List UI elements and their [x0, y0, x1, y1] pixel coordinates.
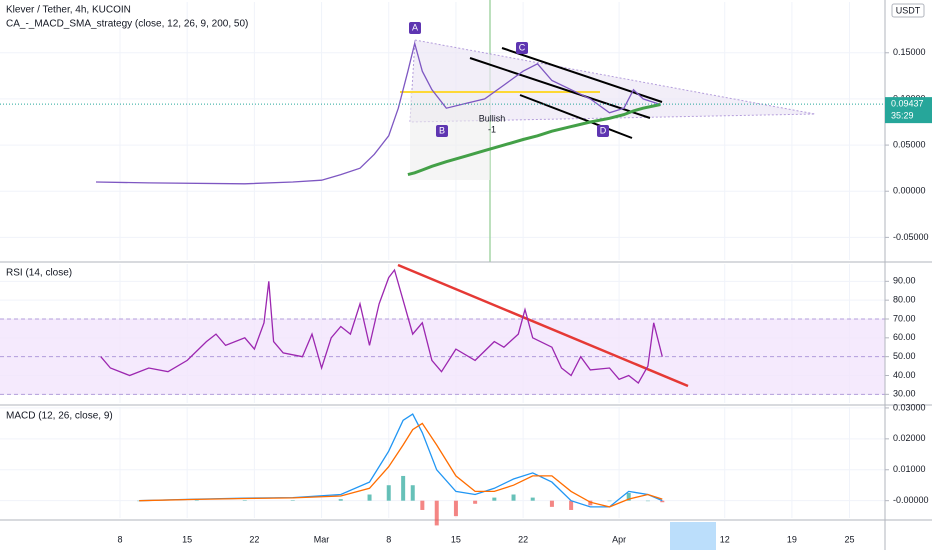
histogram-bar [626, 492, 631, 501]
grid [0, 2, 885, 518]
histogram-bar [660, 500, 665, 503]
histogram-bar [137, 500, 142, 502]
rsi-trendline [397, 263, 689, 388]
series-line [139, 422, 663, 508]
y-tick-label: 80.00 [893, 295, 916, 305]
last-price-box [885, 97, 932, 124]
channel-line [469, 57, 651, 119]
y-tick-label: 0.15000 [893, 47, 926, 57]
x-tick-label: 22 [249, 534, 259, 544]
histogram-bar [607, 500, 612, 502]
y-tick-label: 0.02000 [893, 433, 926, 443]
pattern-point [409, 22, 421, 34]
pattern-point [436, 125, 448, 137]
y-tick-label: 0.05000 [893, 139, 926, 149]
x-tick-label: 25 [844, 534, 854, 544]
unit-label: USDT [896, 5, 921, 15]
histogram-bar [367, 494, 372, 501]
pattern-label: C [519, 42, 526, 52]
series-line [95, 40, 661, 185]
pattern-point [516, 42, 528, 54]
x-tick-label: Mar [314, 534, 330, 544]
x-tick-label: 19 [787, 534, 797, 544]
x-tick-label: 22 [518, 534, 528, 544]
histogram-bar [338, 499, 343, 501]
pattern-label: A [412, 22, 418, 32]
y-tick-label: 70.00 [893, 313, 916, 323]
histogram-bar [645, 500, 650, 502]
histogram-bar [386, 485, 391, 501]
x-tick-label: 8 [117, 534, 122, 544]
y-tick-label: 0.00000 [893, 186, 926, 196]
histogram-bar [473, 500, 478, 504]
x-tick-label: Apr [612, 534, 626, 544]
histogram-bar [420, 500, 425, 510]
histogram-bar [453, 500, 458, 517]
x-tick-label: 15 [451, 534, 461, 544]
channel-line [501, 47, 663, 103]
pattern-label: -1 [488, 124, 496, 134]
pattern-label: Bullish [479, 113, 506, 123]
date-highlight [670, 522, 716, 550]
histogram-bar [242, 500, 247, 501]
unit-box [891, 3, 925, 18]
pattern-point [597, 125, 609, 137]
histogram-bar [588, 500, 593, 506]
histogram-bar [290, 500, 295, 501]
y-tick-label: -0.00000 [893, 495, 929, 505]
y-tick-label: 0.03000 [893, 402, 926, 412]
indicator-title: CA_-_MACD_SMA_strategy (close, 12, 26, 9… [6, 19, 248, 30]
y-tick-label: 90.00 [893, 276, 916, 286]
histogram-bar [530, 497, 535, 501]
y-tick-label: -0.05000 [893, 232, 929, 242]
histogram-bar [511, 494, 516, 501]
x-tick-label: 15 [182, 534, 192, 544]
x-tick-label: 12 [720, 534, 730, 544]
y-tick-label: 50.00 [893, 351, 916, 361]
histogram-bar [549, 500, 554, 507]
histogram-bar [569, 500, 574, 510]
channel-line [519, 94, 633, 139]
series-line [407, 103, 661, 177]
histogram-bar [492, 497, 497, 501]
y-tick-label: 60.00 [893, 332, 916, 342]
last-price-label: 0.09437 [891, 98, 924, 108]
y-tick-label: 0.01000 [893, 464, 926, 474]
chart-title: Klever / Tether, 4h, KUCOIN [6, 5, 131, 16]
pattern-label: B [439, 125, 445, 135]
pattern-label: D [600, 125, 607, 135]
histogram-bar [194, 500, 199, 501]
histogram-bar [434, 500, 439, 526]
series-line [139, 413, 663, 508]
y-tick-label: 30.00 [893, 389, 916, 399]
projection-box [410, 90, 490, 180]
countdown-label: 35:29 [891, 110, 914, 120]
macd-title: MACD (12, 26, close, 9) [6, 411, 113, 422]
histogram-bar [410, 485, 415, 501]
x-tick-label: 8 [386, 534, 391, 544]
rsi-title: RSI (14, close) [6, 268, 72, 279]
series-line [100, 268, 663, 384]
y-tick-label: 40.00 [893, 370, 916, 380]
histogram-bar [401, 475, 406, 501]
